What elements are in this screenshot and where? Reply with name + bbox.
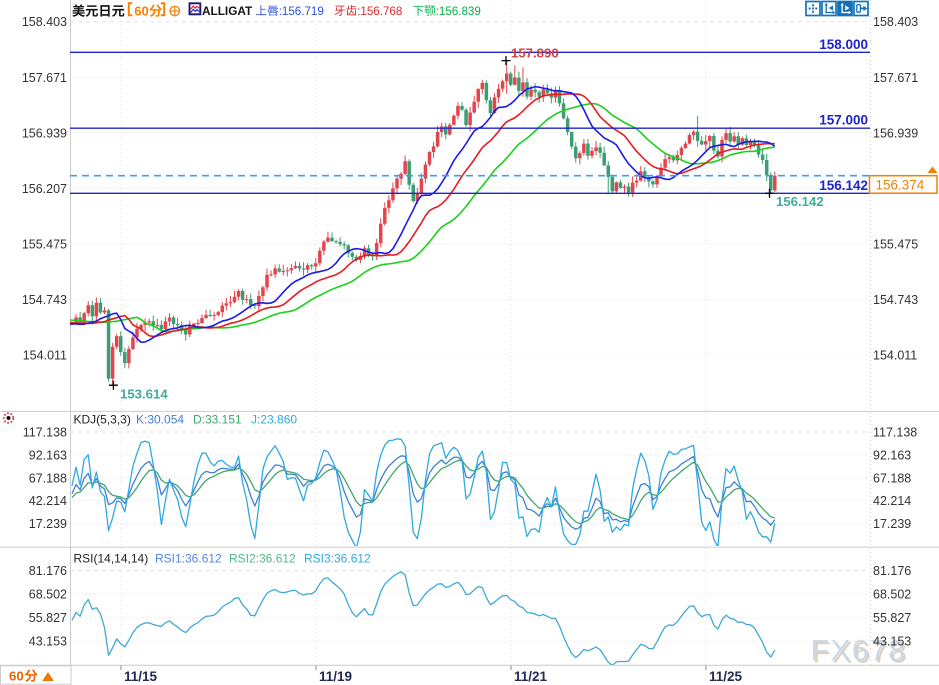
svg-text:RSI2:36.612: RSI2:36.612 xyxy=(229,552,296,566)
svg-text:154.011: 154.011 xyxy=(873,349,917,363)
svg-text:154.743: 154.743 xyxy=(22,293,67,307)
svg-text:68.502: 68.502 xyxy=(29,588,67,602)
svg-text:17.239: 17.239 xyxy=(873,517,911,531)
svg-text:156.939: 156.939 xyxy=(22,126,67,140)
svg-text:J:23.860: J:23.860 xyxy=(251,413,297,427)
svg-text:154.011: 154.011 xyxy=(23,349,67,363)
svg-text:156.939: 156.939 xyxy=(873,126,918,140)
svg-text:117.138: 117.138 xyxy=(23,426,67,440)
svg-text:156.142: 156.142 xyxy=(819,178,868,193)
svg-text::156.839: :156.839 xyxy=(436,5,481,18)
svg-text:117.138: 117.138 xyxy=(873,426,917,440)
svg-text:158.403: 158.403 xyxy=(22,15,67,29)
svg-text:11/19: 11/19 xyxy=(319,669,352,684)
svg-text:K:30.054: K:30.054 xyxy=(136,413,184,427)
svg-text:FX678: FX678 xyxy=(811,635,907,668)
svg-text:158.000: 158.000 xyxy=(819,37,868,52)
svg-text:92.163: 92.163 xyxy=(873,448,911,462)
svg-text:FX678: FX678 xyxy=(813,637,909,670)
svg-text:60: 60 xyxy=(9,669,24,684)
svg-text:D:33.151: D:33.151 xyxy=(193,413,242,427)
svg-text:92.163: 92.163 xyxy=(29,448,67,462)
svg-text::156.768: :156.768 xyxy=(357,5,402,18)
svg-text:67.188: 67.188 xyxy=(873,471,911,485)
svg-text:81.176: 81.176 xyxy=(29,564,67,578)
svg-text:81.176: 81.176 xyxy=(873,564,911,578)
svg-text:155.475: 155.475 xyxy=(873,238,918,252)
svg-text:157.671: 157.671 xyxy=(22,71,67,85)
svg-text:RSI3:36.612: RSI3:36.612 xyxy=(304,552,371,566)
svg-text:55.827: 55.827 xyxy=(29,611,67,625)
svg-text:157.671: 157.671 xyxy=(873,71,918,85)
svg-text:11/25: 11/25 xyxy=(709,669,743,684)
svg-text:55.827: 55.827 xyxy=(873,611,911,625)
svg-text:155.475: 155.475 xyxy=(22,238,67,252)
svg-text:156.374: 156.374 xyxy=(876,177,925,192)
svg-text:154.743: 154.743 xyxy=(873,293,918,307)
svg-text:11/15: 11/15 xyxy=(124,669,158,684)
svg-text:ALLIGAT: ALLIGAT xyxy=(202,4,253,18)
svg-text:KDJ(5,3,3): KDJ(5,3,3) xyxy=(74,413,131,427)
svg-text:17.239: 17.239 xyxy=(29,517,67,531)
svg-text::156.719: :156.719 xyxy=(279,5,324,18)
svg-text:60: 60 xyxy=(134,3,148,18)
svg-text:153.614: 153.614 xyxy=(120,387,168,402)
svg-text:43.153: 43.153 xyxy=(873,635,911,649)
svg-text:158.403: 158.403 xyxy=(873,15,918,29)
svg-text:RSI1:36.612: RSI1:36.612 xyxy=(155,552,222,566)
svg-text:11/21: 11/21 xyxy=(514,669,548,684)
svg-text:42.214: 42.214 xyxy=(873,494,911,508)
svg-text:157.890: 157.890 xyxy=(511,46,559,61)
svg-text:42.214: 42.214 xyxy=(29,494,67,508)
svg-text:67.188: 67.188 xyxy=(29,471,67,485)
svg-text:68.502: 68.502 xyxy=(873,588,911,602)
svg-text:156.207: 156.207 xyxy=(22,182,67,196)
svg-text:157.000: 157.000 xyxy=(819,113,868,128)
svg-text:RSI(14,14,14): RSI(14,14,14) xyxy=(74,552,149,566)
svg-text:43.153: 43.153 xyxy=(29,635,67,649)
svg-text:156.142: 156.142 xyxy=(776,194,824,209)
